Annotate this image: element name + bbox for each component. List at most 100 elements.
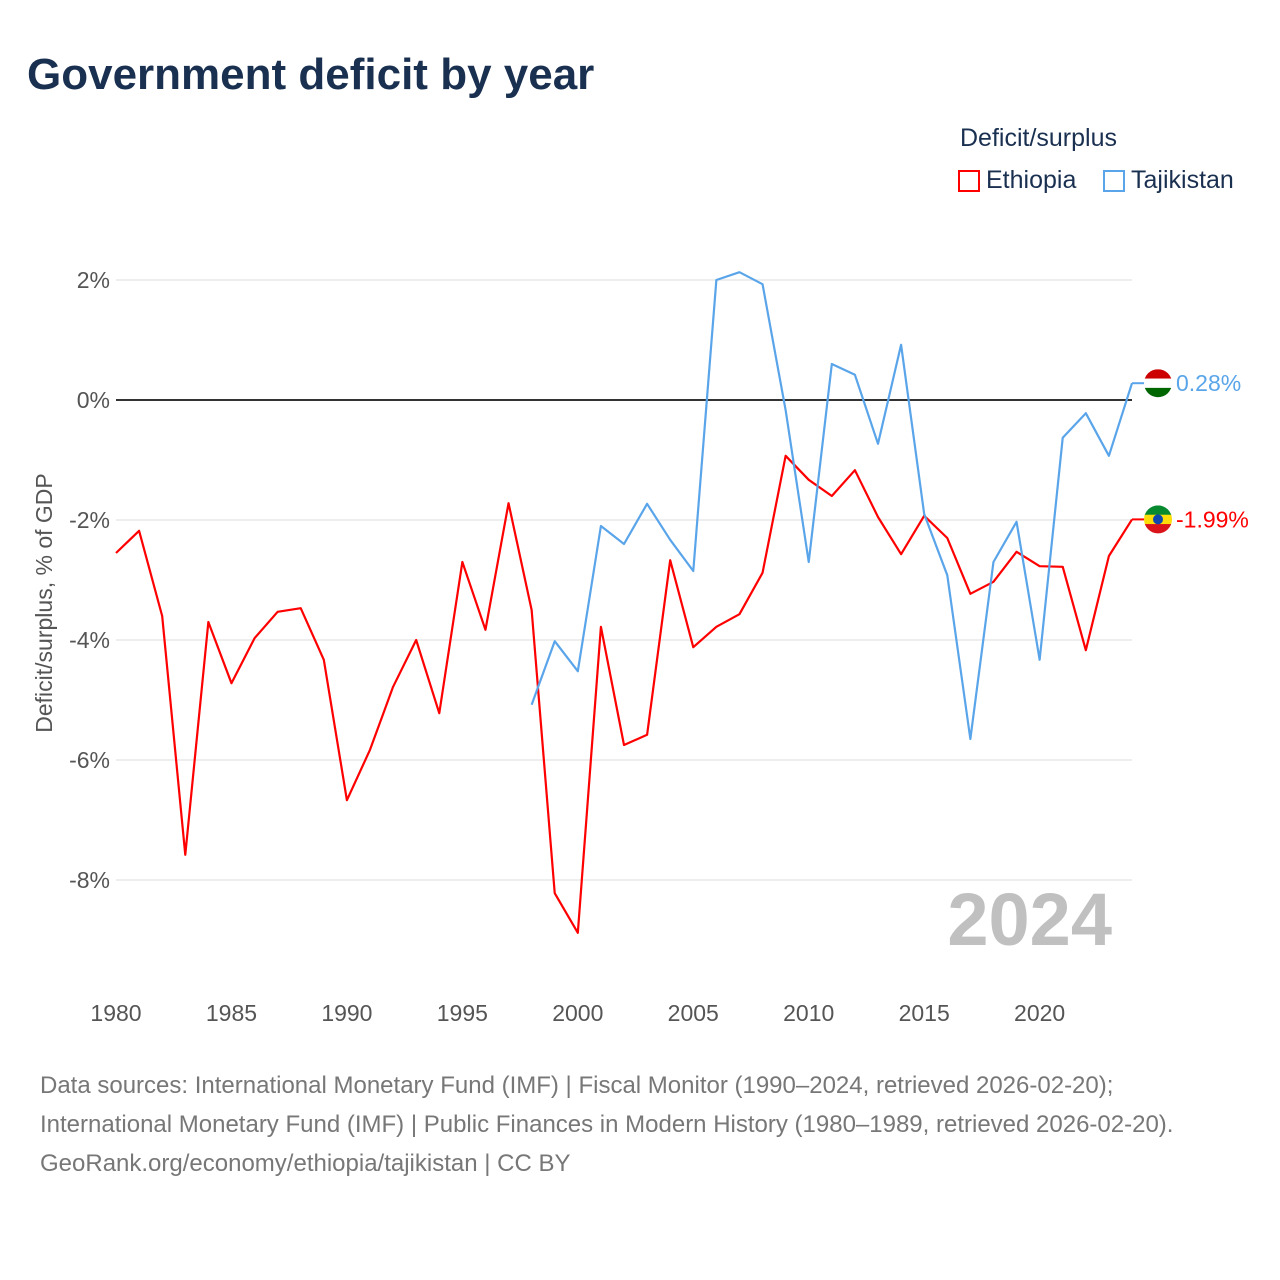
legend-label: Tajikistan (1131, 166, 1234, 194)
data-point (944, 572, 950, 578)
data-point (1106, 453, 1112, 459)
data-point (713, 277, 719, 283)
data-sources: Data sources: International Monetary Fun… (40, 1072, 1174, 1138)
data-point (806, 559, 812, 565)
data-point (875, 441, 881, 447)
legend-title: Deficit/surplus (960, 124, 1117, 152)
data-point (182, 852, 188, 858)
x-tick-label: 2020 (1014, 1000, 1065, 1026)
series-line-tajikistan (530, 271, 1134, 741)
data-point (598, 523, 604, 529)
footer: Data sources: International Monetary Fun… (40, 1066, 1240, 1183)
year-watermark: 2024 (947, 878, 1112, 961)
data-point (667, 537, 673, 543)
flag-stripe (1144, 378, 1172, 389)
data-point (436, 710, 442, 716)
data-point (898, 551, 904, 557)
data-point (713, 624, 719, 630)
flag-stripe (1144, 524, 1172, 534)
y-tick-label: -4% (69, 627, 110, 653)
data-point (806, 477, 812, 483)
data-point (159, 613, 165, 619)
data-point (413, 637, 419, 643)
data-point (1083, 647, 1089, 653)
data-point (1037, 563, 1043, 569)
data-point (529, 702, 535, 708)
legend-item-tajikistan[interactable]: Tajikistan (1103, 166, 1234, 195)
data-point (205, 619, 211, 625)
data-point (298, 605, 304, 611)
x-tick-label: 2005 (668, 1000, 719, 1026)
data-point (1060, 435, 1066, 441)
data-point (506, 500, 512, 506)
data-point (921, 511, 927, 517)
chart-title: Government deficit by year (27, 50, 595, 99)
flag-stripe (1144, 505, 1172, 516)
y-tick-label: -8% (69, 867, 110, 893)
data-point (621, 742, 627, 748)
x-tick-label: 1995 (437, 1000, 488, 1026)
credit-link[interactable]: GeoRank.org/economy/ethiopia/tajikistan … (40, 1150, 571, 1177)
y-tick-label: 2% (77, 267, 110, 293)
legend-item-ethiopia[interactable]: Ethiopia (958, 166, 1076, 195)
data-point (760, 281, 766, 287)
flag-stripe (1144, 369, 1172, 380)
flag-emblem (1153, 514, 1163, 525)
data-point (1083, 410, 1089, 416)
end-value-label: 0.28% (1176, 370, 1241, 396)
data-point (113, 550, 119, 556)
data-point (575, 668, 581, 674)
data-point (829, 361, 835, 367)
data-point (783, 407, 789, 413)
data-point (875, 514, 881, 520)
x-tick-label: 2010 (783, 1000, 834, 1026)
data-point (552, 638, 558, 644)
series-line-ethiopia (115, 454, 1133, 934)
data-point (252, 635, 258, 641)
data-point (783, 453, 789, 459)
data-point (1037, 657, 1043, 663)
data-point (275, 609, 281, 615)
data-point (852, 467, 858, 473)
data-point (621, 541, 627, 547)
tajikistan-flag-icon (1144, 369, 1172, 398)
end-value-label: -1.99% (1176, 506, 1249, 532)
ethiopia-flag-icon (1144, 505, 1172, 534)
data-point (529, 607, 535, 613)
data-point (390, 684, 396, 690)
data-point (944, 535, 950, 541)
x-tick-label: 1980 (90, 1000, 141, 1026)
data-point (967, 591, 973, 597)
data-point (690, 644, 696, 650)
legend-swatch (958, 169, 980, 192)
data-point (459, 559, 465, 565)
data-point (321, 657, 327, 663)
data-point (967, 736, 973, 742)
y-axis-label: Deficit/surplus, % of GDP (31, 473, 57, 732)
data-point (667, 557, 673, 563)
data-point (1014, 519, 1020, 525)
flag-stripe (1144, 387, 1172, 398)
data-point (136, 528, 142, 534)
data-point (760, 570, 766, 576)
data-point (829, 493, 835, 499)
data-point (990, 559, 996, 565)
data-point (736, 269, 742, 275)
data-point (1014, 549, 1020, 555)
data-point (1106, 553, 1112, 559)
y-tick-label: -2% (69, 507, 110, 533)
data-point (482, 627, 488, 633)
data-point (1060, 564, 1066, 570)
data-point (598, 624, 604, 630)
y-tick-label: -6% (69, 747, 110, 773)
data-point (228, 680, 234, 686)
data-point (575, 930, 581, 936)
data-point (367, 747, 373, 753)
data-point (644, 732, 650, 738)
x-tick-label: 2000 (552, 1000, 603, 1026)
data-point (344, 797, 350, 803)
data-point (690, 568, 696, 574)
legend-swatch (1103, 169, 1125, 192)
legend-label: Ethiopia (986, 166, 1077, 194)
